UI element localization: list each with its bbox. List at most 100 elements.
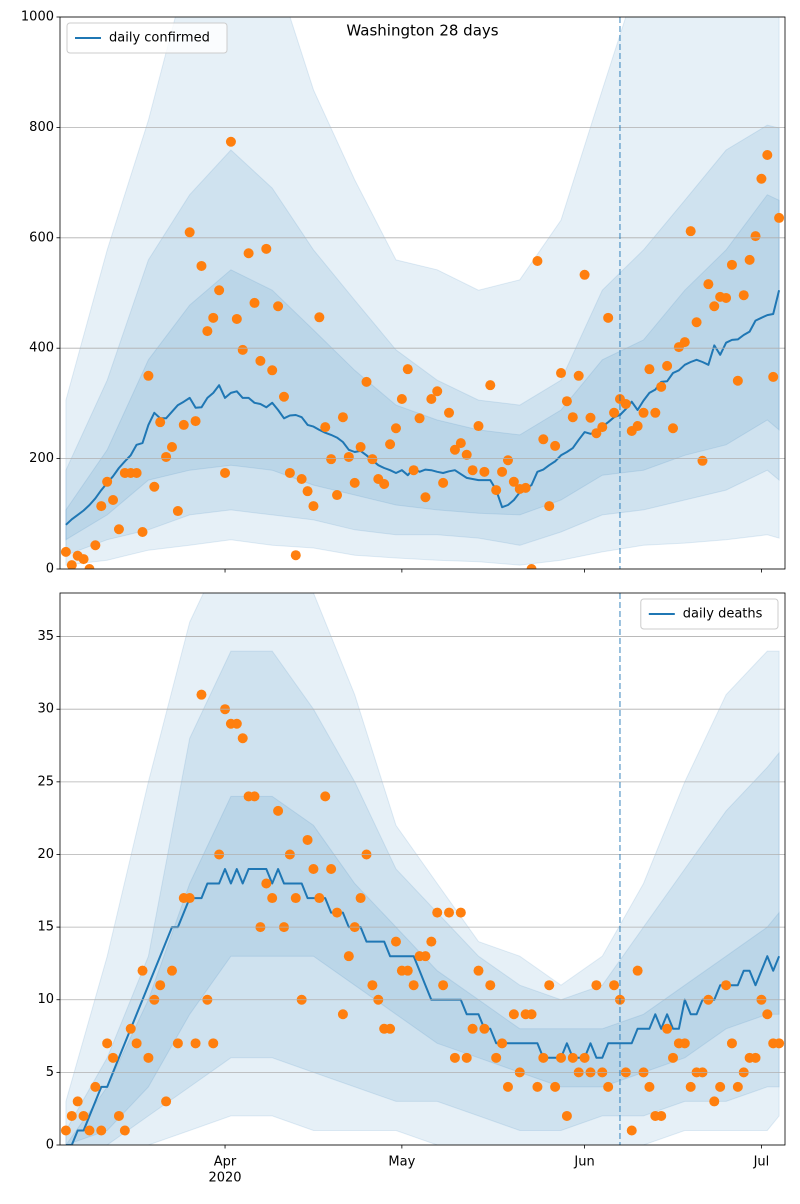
data-point (166, 442, 177, 453)
data-point (732, 1081, 743, 1092)
data-point (385, 1023, 396, 1034)
data-point (656, 381, 667, 392)
data-point (408, 980, 419, 991)
data-point (314, 893, 325, 904)
data-point (190, 1038, 201, 1049)
data-point (66, 560, 77, 569)
y-tick-label: 35 (37, 629, 54, 644)
data-point (650, 407, 661, 418)
data-point (721, 980, 732, 991)
data-point (131, 1038, 142, 1049)
data-point (715, 1081, 726, 1092)
data-point (220, 467, 231, 478)
x-tick-label: Jul (753, 1155, 770, 1170)
data-point (550, 1081, 561, 1092)
data-point (208, 312, 219, 323)
data-point (432, 386, 443, 397)
data-point (314, 312, 325, 323)
data-point (691, 317, 702, 328)
data-point (332, 907, 343, 918)
data-point (508, 1009, 519, 1020)
data-point (78, 554, 89, 565)
data-point (726, 1038, 737, 1049)
data-point (438, 980, 449, 991)
data-point (367, 980, 378, 991)
data-point (320, 422, 331, 433)
data-point (502, 455, 513, 466)
data-point (567, 412, 578, 423)
data-point (438, 477, 449, 488)
data-point (544, 980, 555, 991)
x-tick-label: Apr (214, 1155, 237, 1170)
axes-frame (59, 16, 786, 570)
data-point (738, 290, 749, 301)
data-point (149, 481, 160, 492)
data-point (402, 364, 413, 375)
data-point (556, 368, 567, 379)
data-point (502, 1081, 513, 1092)
data-point (632, 421, 643, 432)
data-point (161, 1096, 172, 1107)
data-point (455, 438, 466, 449)
data-point (102, 1038, 113, 1049)
y-tick-label: 5 (46, 1065, 54, 1080)
data-point (597, 422, 608, 433)
y-tick-label: 200 (29, 451, 54, 466)
data-point (656, 1110, 667, 1121)
data-point (709, 1096, 720, 1107)
data-point (756, 173, 767, 184)
data-point (491, 485, 502, 496)
data-point (444, 907, 455, 918)
data-point (108, 495, 119, 505)
data-point (750, 1052, 761, 1063)
data-point (408, 465, 419, 476)
data-point (561, 396, 572, 407)
data-point (231, 718, 242, 729)
legend-box (66, 22, 228, 54)
plot-area (60, 593, 785, 1145)
data-point (367, 454, 378, 465)
y-tick-label: 0 (46, 562, 54, 577)
data-point (320, 791, 331, 802)
data-point (202, 326, 213, 337)
y-tick-label: 1000 (21, 10, 54, 25)
data-point (455, 907, 466, 918)
data-point (155, 417, 166, 428)
data-point (84, 1125, 95, 1136)
x-tick-label: May (388, 1155, 415, 1170)
data-point (544, 501, 555, 512)
data-point (579, 269, 590, 280)
data-point (78, 1110, 89, 1121)
data-point (96, 1125, 107, 1136)
axes-frame (59, 592, 786, 1146)
data-point (90, 540, 101, 551)
data-point (603, 312, 614, 323)
data-point (449, 444, 460, 455)
data-point (556, 1052, 567, 1063)
data-point (685, 226, 696, 237)
data-point (426, 936, 437, 947)
data-point (290, 550, 301, 561)
legend-label: daily confirmed (109, 31, 210, 46)
data-point (243, 248, 254, 259)
data-point (249, 297, 260, 308)
data-point (267, 893, 278, 904)
data-point (172, 1038, 183, 1049)
data-point (732, 375, 743, 386)
data-point (108, 1052, 119, 1063)
y-tick-label: 800 (29, 120, 54, 135)
data-point (420, 492, 431, 503)
data-point (355, 442, 366, 453)
data-point (273, 301, 284, 312)
data-point (685, 1081, 696, 1092)
data-point (143, 370, 154, 381)
data-point (66, 1110, 77, 1121)
data-point (709, 301, 720, 312)
data-point (355, 893, 366, 904)
data-point (461, 1052, 472, 1063)
data-point (72, 1096, 83, 1107)
data-point (526, 564, 537, 569)
data-point (184, 893, 195, 904)
data-point (326, 454, 337, 465)
